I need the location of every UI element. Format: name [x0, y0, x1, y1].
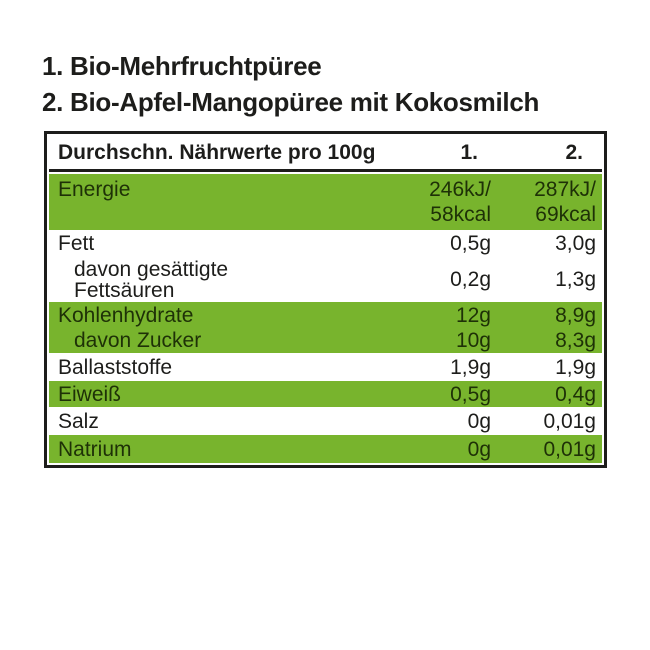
- table-row-eiweiss: Eiweiß 0,5g 0,4g: [49, 381, 602, 407]
- row-value-col2: 0,01g: [543, 437, 596, 461]
- row-value-col2: 287kJ/ 69kcal: [534, 178, 596, 226]
- row-label: Fett: [58, 232, 95, 255]
- row-label: Ballaststoffe: [58, 355, 173, 379]
- nutrition-table: Durchschn. Nährwerte pro 100g 1. 2. Ener…: [44, 131, 607, 468]
- row-value-col1: 0,5g: [450, 382, 491, 406]
- row-value-col1: 0g: [467, 409, 491, 433]
- table-row-davon-zucker: davon Zucker 10g 8,3g: [49, 328, 602, 353]
- row-value-col1: 0,2g: [450, 268, 491, 291]
- table-header-col1: 1.: [460, 141, 478, 164]
- row-value-col2: 3,0g: [555, 232, 596, 255]
- row-label: Natrium: [58, 437, 132, 461]
- table-row-natrium: Natrium 0g 0,01g: [49, 435, 602, 463]
- table-row-ballaststoffe: Ballaststoffe 1,9g 1,9g: [49, 353, 602, 381]
- header-divider: [49, 169, 602, 172]
- row-value-col1: 1,9g: [450, 355, 491, 379]
- row-label: Kohlenhydrate: [58, 303, 194, 327]
- product-title-2: 2. Bio-Apfel-Mangopüree mit Kokosmilch: [42, 87, 540, 117]
- product-titles: 1. Bio-Mehrfruchtpüree 2. Bio-Apfel-Mang…: [42, 48, 620, 120]
- table-row-kohlenhydrate: Kohlenhydrate 12g 8,9g: [49, 302, 602, 328]
- table-header-label: Durchschn. Nährwerte pro 100g: [58, 141, 376, 164]
- row-value-col2: 0,4g: [555, 382, 596, 406]
- row-value-col2: 8,3g: [555, 329, 596, 352]
- row-value-col2: 1,3g: [555, 268, 596, 291]
- row-value-col1: 10g: [455, 329, 491, 352]
- table-header-row: Durchschn. Nährwerte pro 100g 1. 2.: [49, 136, 602, 169]
- row-label: davon Zucker: [74, 329, 202, 352]
- row-label: Energie: [58, 178, 131, 201]
- row-value-col1: 0g: [467, 437, 491, 461]
- table-header-col2: 2.: [565, 141, 583, 164]
- product-title-1: 1. Bio-Mehrfruchtpüree: [42, 51, 322, 81]
- row-value-col1: 12g: [455, 303, 491, 327]
- row-value-col1: 246kJ/ 58kcal: [429, 178, 491, 226]
- row-value-col1: 0,5g: [450, 232, 491, 255]
- table-row-fett: Fett 0,5g 3,0g: [49, 230, 602, 257]
- row-label: Salz: [58, 409, 99, 433]
- table-row-salz: Salz 0g 0,01g: [49, 407, 602, 435]
- row-value-col2: 1,9g: [555, 355, 596, 379]
- row-value-col2: 0,01g: [543, 409, 596, 433]
- table-row-gesaettigte-fettsaeuren: davon gesättigte Fettsäuren 0,2g 1,3g: [49, 257, 602, 302]
- row-label: davon gesättigte Fettsäuren: [74, 257, 229, 302]
- table-row-energie: Energie 246kJ/ 58kcal 287kJ/ 69kcal: [49, 174, 602, 230]
- row-label: Eiweiß: [58, 382, 122, 406]
- row-value-col2: 8,9g: [555, 303, 596, 327]
